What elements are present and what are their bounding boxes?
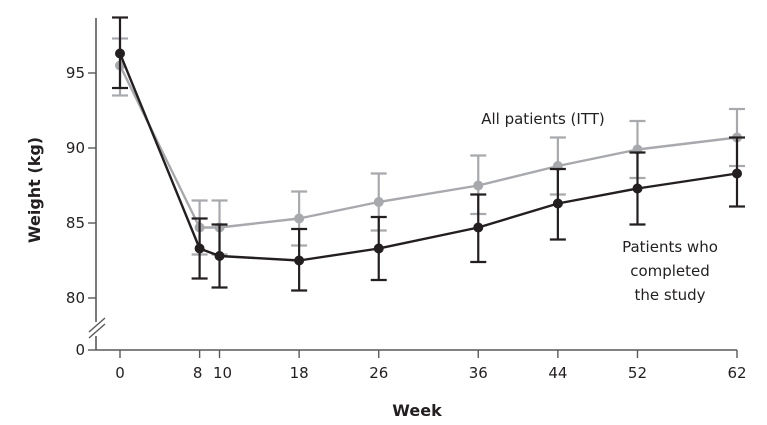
data-point bbox=[373, 243, 384, 254]
x-tick-label: 0 bbox=[115, 364, 125, 382]
axis-break-mark bbox=[88, 317, 106, 333]
y-tick-label: 90 bbox=[66, 139, 85, 157]
data-point bbox=[373, 197, 384, 207]
x-tick-label: 52 bbox=[628, 364, 647, 382]
series-line bbox=[118, 53, 738, 262]
y-axis-title: Weight (kg) bbox=[25, 137, 44, 243]
series-label-itt: All patients (ITT) bbox=[481, 110, 605, 128]
series-itt bbox=[112, 37, 745, 256]
y-tick-label: 80 bbox=[66, 289, 85, 307]
data-point bbox=[294, 255, 305, 266]
data-point bbox=[294, 213, 305, 224]
x-tick-label: 26 bbox=[369, 364, 388, 382]
x-axis-title: Week bbox=[392, 401, 442, 420]
x-tick-label: 18 bbox=[290, 364, 309, 382]
data-point bbox=[473, 180, 484, 191]
series-label-completers: completed bbox=[630, 262, 710, 280]
data-point bbox=[115, 48, 125, 59]
data-point bbox=[473, 222, 484, 233]
x-tick-label: 10 bbox=[213, 364, 232, 382]
series-line bbox=[118, 64, 738, 229]
y-tick-label: 0 bbox=[75, 341, 85, 359]
series-layer bbox=[112, 16, 745, 292]
series-label-completers: Patients who bbox=[622, 238, 718, 256]
data-point bbox=[552, 198, 563, 209]
y-tick-label: 85 bbox=[66, 214, 85, 232]
x-tick-label: 8 bbox=[193, 364, 203, 382]
axis-break-mark bbox=[88, 323, 106, 339]
series-label-completers: the study bbox=[635, 286, 706, 304]
x-tick-label: 36 bbox=[469, 364, 488, 382]
axes: 0 80 85 90 95 0 8 10 18 26 36 44 52 62 bbox=[66, 18, 747, 382]
x-tick-label: 44 bbox=[548, 364, 567, 382]
data-point bbox=[214, 251, 225, 261]
data-point bbox=[732, 168, 742, 179]
annotations: All patients (ITT) Patients who completed t… bbox=[481, 110, 718, 304]
data-point bbox=[632, 183, 643, 194]
data-point bbox=[194, 243, 205, 254]
y-tick-label: 95 bbox=[66, 64, 85, 82]
x-tick-label: 62 bbox=[727, 364, 746, 382]
series-completers bbox=[112, 16, 745, 292]
